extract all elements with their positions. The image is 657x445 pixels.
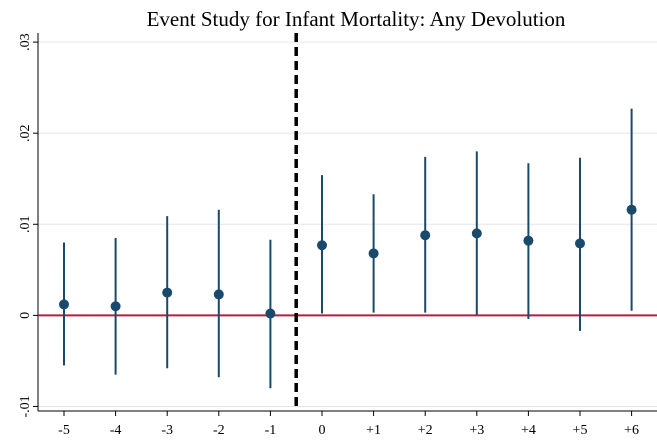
reference-lines — [38, 33, 657, 411]
y-tick-label-4: .03 — [18, 33, 33, 51]
point-estimate-+3 — [471, 228, 482, 239]
y-tick-label-0: -.01 — [18, 395, 33, 417]
x-tick-label-9: +4 — [521, 423, 536, 438]
y-tick-label-1: 0 — [18, 312, 33, 319]
y-tick-label-2: .01 — [18, 216, 33, 234]
x-tick-label-11: +6 — [624, 423, 639, 438]
x-tick-label-2: -3 — [161, 423, 173, 438]
point-estimate--3 — [162, 287, 173, 298]
x-tick-label-3: -2 — [213, 423, 225, 438]
chart-title: Event Study for Infant Mortality: Any De… — [147, 7, 566, 31]
x-tick-label-7: +2 — [418, 423, 433, 438]
point-estimate-+1 — [368, 248, 379, 259]
x-tick-label-8: +3 — [469, 423, 484, 438]
point-estimate--5 — [59, 299, 69, 310]
x-tick-label-4: -1 — [265, 423, 277, 438]
point-estimate-+5 — [575, 238, 585, 249]
point-estimate-+4 — [523, 235, 534, 246]
x-tick-label-0: -5 — [58, 423, 70, 438]
point-estimate--4 — [110, 301, 121, 312]
confidence-intervals — [63, 108, 633, 389]
axes — [33, 33, 657, 416]
y-tick-label-3: .02 — [18, 124, 33, 142]
point-estimate-+6 — [626, 204, 637, 215]
x-tick-label-6: +1 — [366, 423, 381, 438]
point-estimate--1 — [265, 308, 276, 319]
x-tick-label-5: 0 — [319, 423, 326, 438]
point-estimate--2 — [213, 289, 224, 300]
point-estimate-0 — [317, 240, 327, 251]
x-tick-label-10: +5 — [573, 423, 588, 438]
tick-labels: -.01 0 .01 .02 .03 -5 -4 -3 -2 -1 0 +1 +2 +3 +4 +5 +6 — [18, 33, 639, 438]
point-estimates — [59, 204, 637, 319]
x-tick-label-1: -4 — [110, 423, 122, 438]
point-estimate-+2 — [420, 230, 431, 241]
gridlines — [38, 41, 657, 407]
